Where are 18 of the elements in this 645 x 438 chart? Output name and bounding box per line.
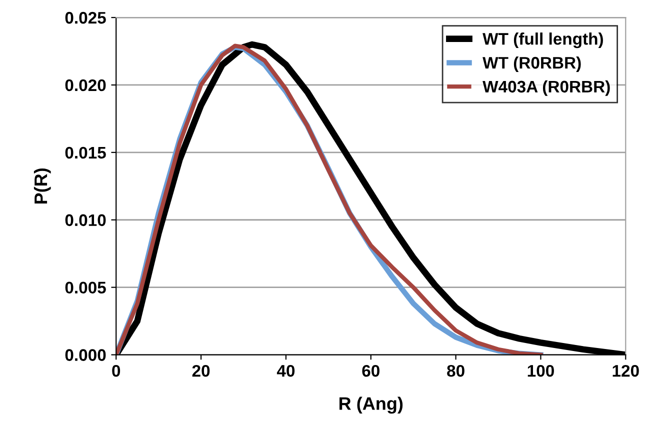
x-axis-title: R (Ang) (339, 396, 403, 414)
y-tick-label: 0.025 (65, 12, 106, 24)
x-tick-label: 120 (612, 364, 639, 377)
x-tick-label: 40 (276, 364, 295, 377)
x-tick-label: 100 (528, 364, 554, 377)
y-tick-label: 0.020 (65, 79, 106, 92)
y-tick-label: 0.010 (65, 214, 106, 226)
legend-label: WT (R0RBR) (482, 56, 581, 72)
x-tick-label: 20 (192, 364, 210, 377)
legend-label: W403A (R0RBR) (482, 80, 610, 96)
legend-label: WT (full length) (482, 32, 603, 48)
y-tick-label: 0.005 (65, 282, 106, 294)
y-tick-label: 0.015 (65, 146, 106, 159)
x-tick-label: 0 (112, 364, 120, 377)
x-tick-label: 60 (362, 364, 380, 377)
x-tick-label: 80 (447, 364, 464, 377)
y-axis-title: P(R) (34, 168, 51, 204)
y-tick-label: 0.000 (65, 349, 106, 361)
